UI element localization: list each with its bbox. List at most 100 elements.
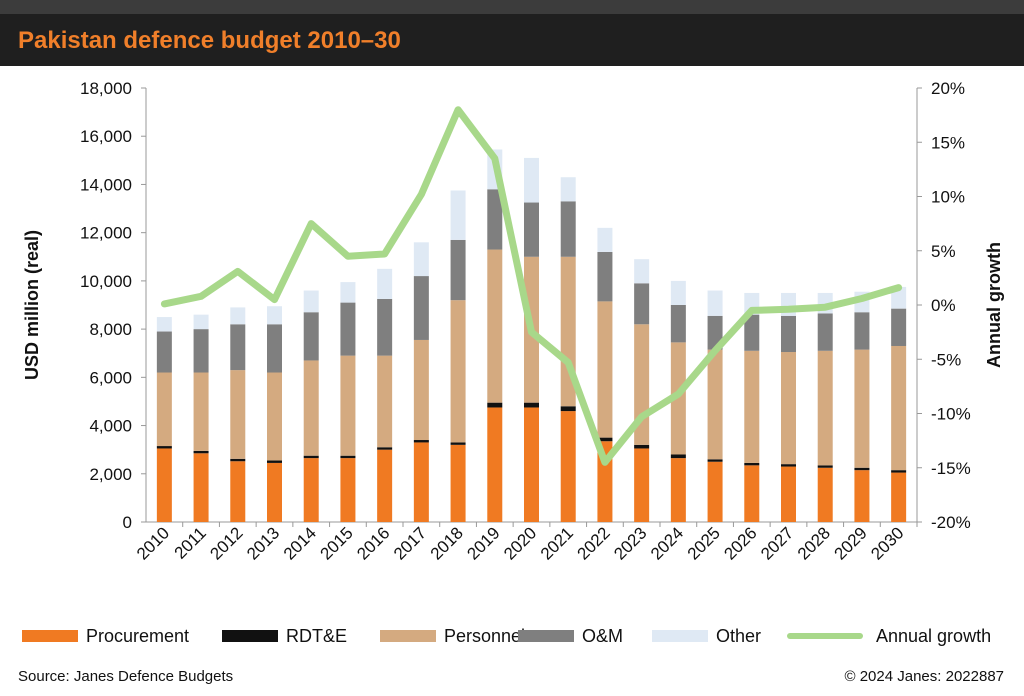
x-tick-label: 2013 bbox=[243, 523, 283, 563]
bar-o-m bbox=[340, 302, 356, 356]
top-strip bbox=[0, 0, 1024, 14]
bar-rdt-e bbox=[193, 450, 209, 454]
bar-o-m bbox=[303, 312, 319, 361]
x-tick-label: 2015 bbox=[317, 523, 357, 563]
bar-rdt-e bbox=[670, 454, 686, 459]
chart-svg: 0 2,000 4,000 6,000 8,000 10,000 12,000 14,000 1… bbox=[18, 79, 1004, 685]
bar-o-m bbox=[634, 283, 650, 325]
y-tick-label: 6,000 bbox=[89, 368, 132, 387]
bar-rdt-e bbox=[340, 455, 356, 459]
y2-tick-label: -20% bbox=[931, 513, 971, 532]
bar-o-m bbox=[193, 329, 209, 373]
legend-label: Personnel bbox=[444, 626, 525, 646]
y2-tick-label: -5% bbox=[931, 350, 961, 369]
bar-personnel bbox=[156, 372, 172, 447]
x-tick-label: 2025 bbox=[684, 523, 724, 563]
x-tick-label: 2026 bbox=[720, 523, 760, 563]
legend-label: Procurement bbox=[86, 626, 189, 646]
bar-other bbox=[634, 259, 650, 284]
bar-procurement bbox=[560, 411, 576, 522]
bar-procurement bbox=[230, 461, 246, 522]
y-axis-label: USD million (real) bbox=[22, 230, 42, 380]
bar-o-m bbox=[487, 189, 503, 250]
bar-other bbox=[230, 307, 246, 325]
bar-procurement bbox=[267, 462, 282, 522]
legend-label: O&M bbox=[582, 626, 623, 646]
legend-swatch bbox=[222, 630, 278, 642]
bar-rdt-e bbox=[450, 442, 466, 445]
bar-personnel bbox=[267, 372, 282, 461]
x-tick-label: 2022 bbox=[574, 523, 614, 563]
source-note: Source: Janes Defence Budgets bbox=[18, 668, 233, 685]
bar-procurement bbox=[854, 470, 870, 522]
bar-other bbox=[707, 290, 723, 316]
bar-other bbox=[303, 290, 319, 313]
growth-line bbox=[160, 106, 903, 466]
bar-o-m bbox=[267, 324, 282, 373]
bar-rdt-e bbox=[560, 406, 576, 412]
bar-o-m bbox=[707, 315, 723, 350]
bar-procurement bbox=[670, 458, 686, 522]
bar-procurement bbox=[744, 465, 760, 522]
bar-o-m bbox=[781, 315, 796, 353]
bar-rdt-e bbox=[707, 459, 723, 462]
copyright-note: © 2024 Janes: 2022887 bbox=[844, 668, 1004, 685]
bar-o-m bbox=[670, 305, 686, 343]
y-tick-label: 18,000 bbox=[80, 79, 132, 98]
x-tick-label: 2024 bbox=[647, 523, 687, 563]
bar-other bbox=[193, 314, 209, 330]
x-tick-label: 2028 bbox=[794, 523, 834, 563]
bar-rdt-e bbox=[487, 402, 503, 408]
bar-rdt-e bbox=[817, 465, 833, 468]
bar-personnel bbox=[487, 249, 503, 403]
bar-rdt-e bbox=[303, 455, 319, 459]
y-tick-label: 4,000 bbox=[89, 417, 132, 436]
x-tick-label: 2011 bbox=[171, 523, 210, 562]
y-tick-label: 0 bbox=[123, 513, 132, 532]
y2-tick-label: 15% bbox=[931, 133, 965, 152]
x-tick-label: 2020 bbox=[500, 523, 540, 563]
bar-rdt-e bbox=[744, 462, 760, 466]
bar-personnel bbox=[230, 370, 246, 459]
bar-procurement bbox=[817, 467, 833, 522]
bar-procurement bbox=[413, 442, 429, 522]
bar-personnel bbox=[340, 355, 356, 456]
legend-swatch bbox=[652, 630, 708, 642]
bar-rdt-e bbox=[230, 458, 246, 462]
bar-o-m bbox=[560, 201, 576, 257]
bar-personnel bbox=[891, 345, 907, 471]
legend-label: Other bbox=[716, 626, 761, 646]
y2-tick-label: 5% bbox=[931, 242, 956, 261]
x-tick-label: 2012 bbox=[206, 523, 246, 563]
bar-rdt-e bbox=[524, 402, 539, 408]
bar-personnel bbox=[303, 360, 319, 456]
bar-rdt-e bbox=[377, 447, 393, 450]
y-tick-label: 8,000 bbox=[89, 320, 132, 339]
x-tick-label: 2030 bbox=[867, 523, 907, 563]
bar-rdt-e bbox=[156, 446, 172, 449]
x-tick-label: 2017 bbox=[390, 523, 430, 563]
bar-other bbox=[156, 317, 172, 332]
legend-swatch bbox=[518, 630, 574, 642]
bar-o-m bbox=[450, 239, 466, 301]
legend-swatch bbox=[380, 630, 436, 642]
bar-o-m bbox=[156, 331, 172, 373]
bar-rdt-e bbox=[413, 440, 429, 443]
y-tick-label: 12,000 bbox=[80, 224, 132, 243]
bar-other bbox=[560, 177, 576, 202]
bar-procurement bbox=[634, 448, 650, 522]
bar-other bbox=[670, 280, 686, 305]
bar-personnel bbox=[377, 355, 393, 448]
bar-rdt-e bbox=[634, 444, 650, 449]
bar-o-m bbox=[854, 312, 870, 350]
bar-other bbox=[524, 157, 539, 203]
bar-other bbox=[340, 282, 356, 303]
bar-personnel bbox=[707, 349, 723, 460]
y2-tick-label: 10% bbox=[931, 188, 965, 207]
y-tick-label: 16,000 bbox=[80, 127, 132, 146]
bar-other bbox=[597, 227, 613, 252]
bar-personnel bbox=[450, 300, 466, 443]
x-tick-label: 2014 bbox=[280, 523, 320, 563]
legend-label: Annual growth bbox=[876, 626, 991, 646]
